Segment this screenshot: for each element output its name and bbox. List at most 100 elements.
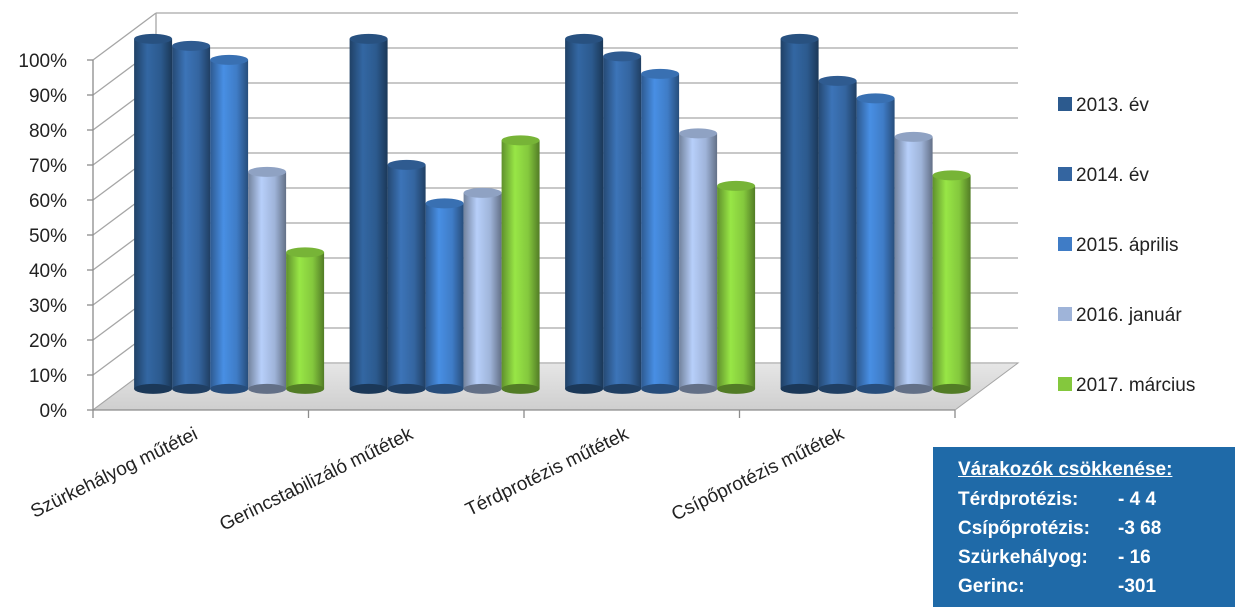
bar <box>387 159 426 394</box>
bar-body <box>134 38 173 389</box>
bar-base <box>210 383 249 394</box>
bar-body <box>932 175 971 389</box>
bar-top <box>387 159 426 170</box>
bars <box>134 33 971 394</box>
bar-body <box>565 38 604 389</box>
bar-top <box>894 131 933 142</box>
y-tick-label: 20% <box>29 331 67 352</box>
x-category-label: Szürkehályog műtétei <box>28 424 201 523</box>
bar-body <box>679 133 718 389</box>
bar-top <box>818 75 857 86</box>
y-tick-label: 40% <box>29 261 67 282</box>
y-tick-label: 30% <box>29 296 67 317</box>
bar-body <box>780 38 819 389</box>
row-label: Gerinc: <box>958 576 1025 597</box>
waiting-reduction-title: Várakozók csökkenése: <box>958 459 1173 480</box>
bar-top <box>425 198 464 209</box>
bar-body <box>387 164 426 389</box>
bar <box>248 166 287 394</box>
legend-label: 2015. április <box>1076 235 1178 256</box>
bar <box>172 40 211 394</box>
legend-label: 2014. év <box>1076 165 1149 186</box>
bar-top <box>463 187 502 198</box>
legend-label: 2017. március <box>1076 375 1195 396</box>
bar-body <box>172 45 211 389</box>
waiting-reduction-box: Várakozók csökkenése: Térdprotézis: - 4 4… <box>933 447 1235 607</box>
bar-base <box>603 383 642 394</box>
bar-top <box>349 33 388 44</box>
x-category-label: Gerincstabilizáló műtétek <box>216 423 416 535</box>
bar-body <box>210 59 249 389</box>
y-tick-label: 60% <box>29 191 67 212</box>
legend-label: 2013. év <box>1076 95 1149 116</box>
bar-body <box>603 56 642 389</box>
row-label: Csípőprotézis: <box>958 518 1090 539</box>
bar-body <box>641 73 680 389</box>
bar <box>134 33 173 394</box>
bar-top <box>717 180 756 191</box>
bar <box>463 187 502 394</box>
bar-top <box>210 54 249 65</box>
bar-base <box>349 383 388 394</box>
bar <box>818 75 857 394</box>
bar-base <box>463 383 502 394</box>
bar-body <box>463 192 502 389</box>
bar <box>565 33 604 394</box>
row-value: - 4 4 <box>1118 489 1157 510</box>
bar <box>603 51 642 394</box>
bar-top <box>172 40 211 51</box>
bar <box>894 131 933 394</box>
bar-base <box>286 383 325 394</box>
bar <box>932 170 971 394</box>
bar <box>641 68 680 394</box>
bar-body <box>248 171 287 389</box>
bar <box>286 247 325 394</box>
row-value: - 16 <box>1118 547 1151 568</box>
y-tick-label: 100% <box>18 51 67 72</box>
legend-swatch <box>1058 167 1072 181</box>
bar-body <box>349 38 388 389</box>
bar-base <box>856 383 895 394</box>
row-value: -3 68 <box>1118 518 1162 539</box>
bar-base <box>387 383 426 394</box>
bar-body <box>425 203 464 389</box>
y-tick-label: 70% <box>29 156 67 177</box>
legend-swatch <box>1058 307 1072 321</box>
bar-base <box>641 383 680 394</box>
x-category-label: Csípőprotézis műtétek <box>668 423 848 525</box>
bar-base <box>565 383 604 394</box>
x-category-label: Térdprotézis műtétek <box>462 423 632 520</box>
y-tick-label: 90% <box>29 86 67 107</box>
bar-base <box>172 383 211 394</box>
y-tick-label: 10% <box>29 366 67 387</box>
legend-swatch <box>1058 237 1072 251</box>
waiting-row-spine: Gerinc: -301 <box>958 576 1156 598</box>
bar-top <box>641 68 680 79</box>
waiting-row-cataract: Szürkehályog: - 16 <box>958 547 1151 569</box>
y-tick-label: 80% <box>29 121 67 142</box>
bar <box>856 93 895 394</box>
bar-body <box>818 80 857 389</box>
row-value: -301 <box>1118 576 1157 597</box>
bar-base <box>425 383 464 394</box>
bar-base <box>818 383 857 394</box>
bar-top <box>248 166 287 177</box>
bar <box>425 198 464 394</box>
legend-swatch <box>1058 97 1072 111</box>
bar-body <box>717 185 756 389</box>
bar-top <box>856 93 895 104</box>
waiting-row-hip: Csípőprotézis: -3 68 <box>958 518 1161 540</box>
waiting-row-knee: Térdprotézis: - 4 4 <box>958 489 1156 511</box>
bar <box>501 135 540 394</box>
bar-base <box>717 383 756 394</box>
bar-top <box>286 247 325 258</box>
bar-base <box>780 383 819 394</box>
legend: 2013. év 2014. év 2015. április 2016. januá… <box>1058 95 1195 396</box>
bar <box>679 128 718 394</box>
bar-top <box>679 128 718 139</box>
bar-top <box>134 33 173 44</box>
bar-base <box>134 383 173 394</box>
bar-body <box>286 252 325 389</box>
y-tick-label: 50% <box>29 226 67 247</box>
